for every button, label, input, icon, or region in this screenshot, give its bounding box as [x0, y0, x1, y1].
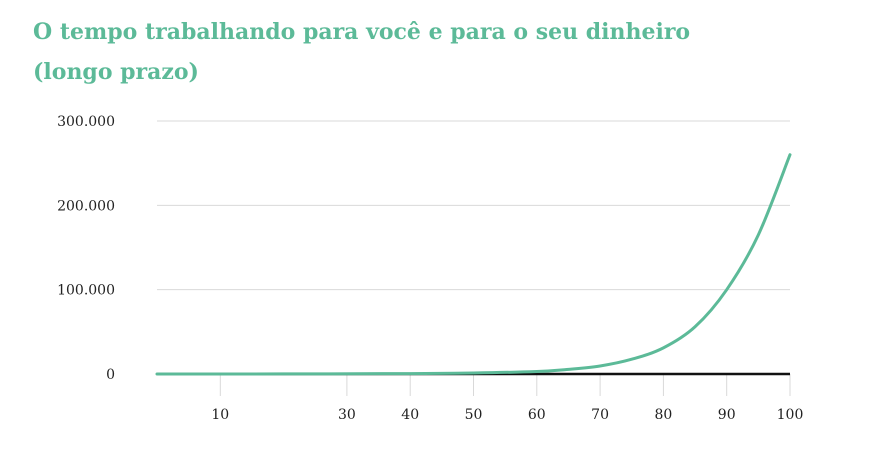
x-tick-label: 70	[591, 407, 609, 423]
chart-title-line-1: O tempo trabalhando para você e para o s…	[33, 19, 691, 45]
x-tick-label: 60	[528, 407, 546, 423]
x-tick-label: 10	[211, 407, 229, 423]
chart-title: O tempo trabalhando para você e para o s…	[33, 12, 853, 92]
y-tick-label: 200.000	[57, 198, 115, 214]
x-tick-label: 80	[654, 407, 672, 423]
x-tick-label: 40	[401, 407, 419, 423]
x-tick-label: 90	[718, 407, 736, 423]
y-axis-ticks: 0 100.000 200.000 300.000	[57, 114, 115, 383]
x-axis-ticks: 10 30 40 50 60 70 80 90 100	[211, 374, 803, 423]
grid-lines	[157, 120, 790, 291]
series-layer	[155, 153, 792, 376]
chart-title-line-2: (longo prazo)	[33, 59, 199, 85]
y-tick-label: 100.000	[57, 283, 115, 299]
x-tick-label: 100	[777, 407, 804, 423]
y-tick-label: 300.000	[57, 114, 115, 130]
x-tick-label: 30	[338, 407, 356, 423]
x-tick-label: 50	[465, 407, 483, 423]
series-line-0	[155, 153, 792, 376]
y-tick-label: 0	[106, 367, 115, 383]
